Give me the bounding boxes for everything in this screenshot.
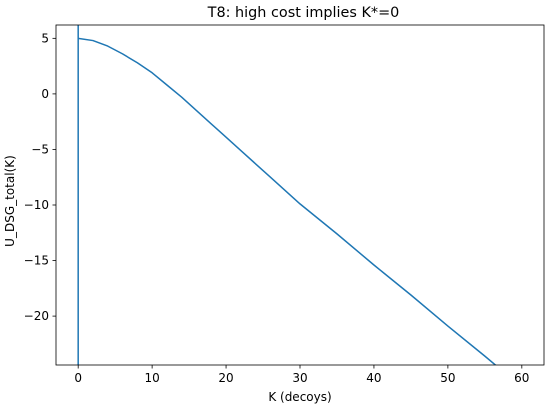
series-line (78, 37, 497, 365)
x-tick-label: 50 (440, 371, 455, 385)
x-tick-label: 40 (366, 371, 381, 385)
axes-frame (55, 24, 545, 366)
y-tick-label: −15 (24, 254, 49, 268)
plot-area (77, 25, 497, 365)
y-tick-label: −5 (31, 142, 49, 156)
x-tick-label: 20 (218, 371, 233, 385)
x-axis-label: K (decoys) (268, 390, 331, 404)
y-tick-label: 5 (41, 31, 49, 45)
x-tick-label: 60 (514, 371, 529, 385)
y-tick-label: 0 (41, 87, 49, 101)
x-tick-label: 10 (144, 371, 159, 385)
chart-title: T8: high cost implies K*=0 (207, 5, 400, 21)
y-tick-label: −10 (24, 198, 49, 212)
y-axis-label: U_DSG_total(K) (3, 155, 17, 247)
x-tick-label: 0 (74, 371, 82, 385)
y-tick-label: −20 (24, 309, 49, 323)
x-tick-label: 30 (292, 371, 307, 385)
